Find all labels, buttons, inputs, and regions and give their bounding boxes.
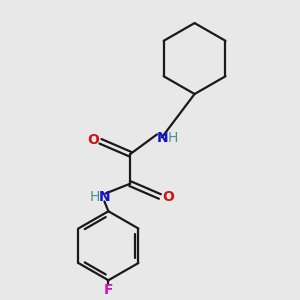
Text: H: H — [168, 131, 178, 146]
Text: H: H — [89, 190, 100, 205]
Text: O: O — [162, 190, 174, 205]
Text: O: O — [88, 133, 100, 147]
Text: N: N — [157, 131, 169, 146]
Text: F: F — [103, 283, 113, 297]
Text: N: N — [99, 190, 110, 205]
